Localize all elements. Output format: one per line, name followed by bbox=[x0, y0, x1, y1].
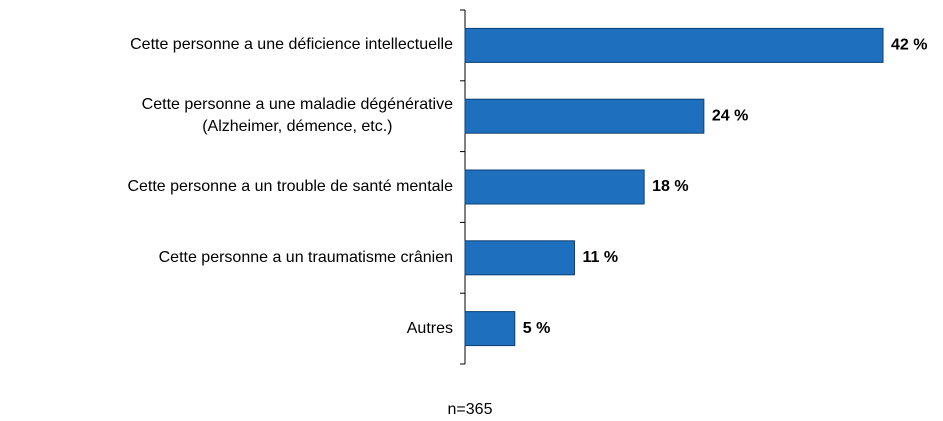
category-label: Cette personne a une déficience intellec… bbox=[130, 36, 453, 54]
category-label: Cette personne a une maladie dégénérativ… bbox=[141, 96, 453, 136]
bar bbox=[464, 311, 516, 347]
value-label: 24 % bbox=[712, 107, 748, 124]
bar bbox=[464, 98, 705, 134]
value-label: 18 % bbox=[652, 178, 688, 195]
category-label: Cette personne a un traumatisme crânien bbox=[158, 248, 453, 266]
category-label: Cette personne a un trouble de santé men… bbox=[127, 178, 453, 195]
value-label: 42 % bbox=[891, 37, 927, 54]
bar bbox=[464, 240, 575, 276]
bar bbox=[464, 169, 645, 205]
category-label: Autres bbox=[406, 319, 453, 337]
value-label: 11 % bbox=[582, 249, 618, 266]
value-label: 5 % bbox=[523, 320, 551, 337]
bar bbox=[464, 27, 884, 63]
footnote: n=365 bbox=[448, 401, 493, 418]
